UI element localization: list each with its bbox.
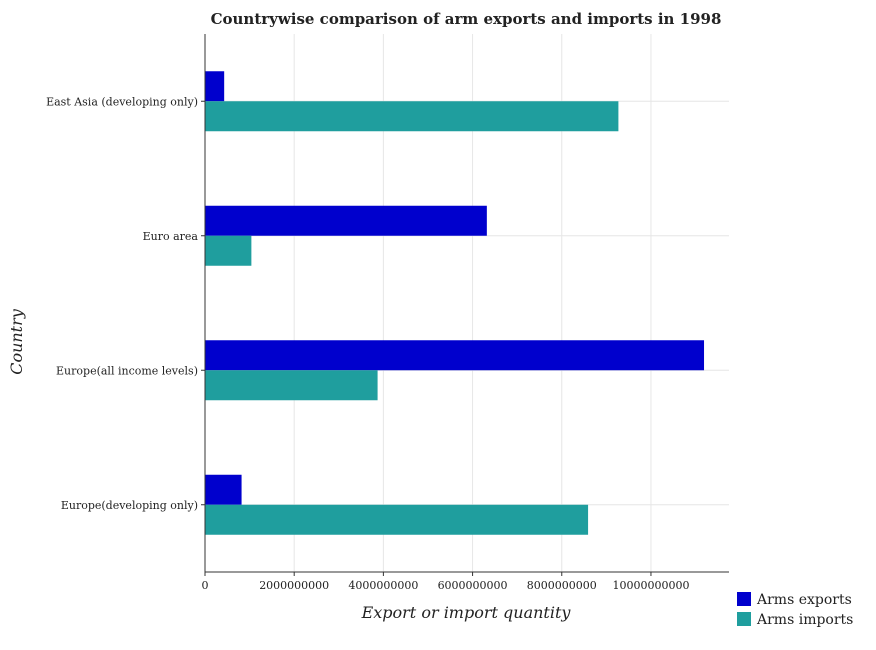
bars bbox=[205, 71, 705, 535]
legend: Arms exports Arms imports bbox=[737, 592, 853, 628]
x-tick-label: 8000000000 bbox=[527, 579, 597, 592]
bar-arms-imports bbox=[205, 101, 619, 132]
x-tick-label: 2000000000 bbox=[259, 579, 329, 592]
x-tick-label: 10000000000 bbox=[612, 579, 689, 592]
bar-arms-exports bbox=[205, 340, 705, 371]
axes: 0 2000000000 4000000000 6000000000 800000000… bbox=[46, 34, 729, 592]
legend-swatch bbox=[737, 612, 751, 626]
bar-arms-exports bbox=[205, 474, 242, 505]
bar-arms-imports bbox=[205, 504, 589, 535]
legend-label: Arms imports bbox=[756, 612, 853, 628]
y-tick-label: Europe(developing only) bbox=[61, 499, 198, 512]
x-tick-label: 4000000000 bbox=[348, 579, 418, 592]
chart-title: Countrywise comparison of arm exports an… bbox=[211, 10, 722, 28]
bar-arms-exports bbox=[205, 71, 225, 102]
y-axis-title: Country bbox=[7, 308, 26, 375]
y-tick-label: Euro area bbox=[143, 230, 199, 243]
legend-swatch bbox=[737, 592, 751, 606]
legend-label: Arms exports bbox=[756, 592, 852, 608]
y-tick-label: East Asia (developing only) bbox=[46, 95, 198, 108]
bar-arms-imports bbox=[205, 235, 252, 266]
x-tick-label: 0 bbox=[202, 579, 209, 592]
y-tick-label: Europe(all income levels) bbox=[56, 364, 198, 377]
bar-arms-imports bbox=[205, 370, 378, 401]
bar-arms-exports bbox=[205, 205, 487, 236]
x-axis-title: Export or import quantity bbox=[361, 603, 572, 622]
plot-area: 0 2000000000 4000000000 6000000000 800000000… bbox=[46, 34, 729, 592]
x-tick-label: 6000000000 bbox=[438, 579, 508, 592]
